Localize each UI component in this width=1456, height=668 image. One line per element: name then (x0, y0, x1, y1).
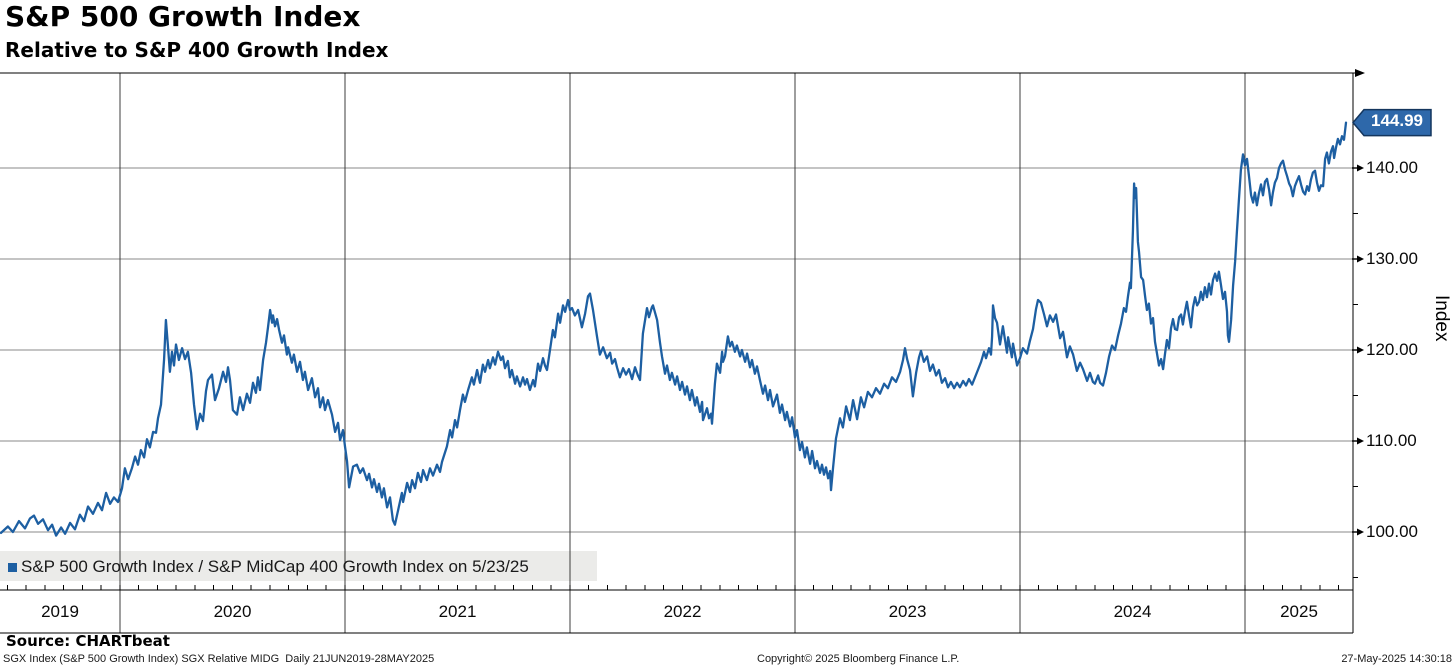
legend: S&P 500 Growth Index / S&P MidCap 400 Gr… (8, 555, 529, 579)
top-axis-arrow-icon (1355, 69, 1365, 77)
legend-marker-icon (8, 562, 17, 572)
y-tick-arrow-icon (1357, 164, 1364, 172)
y-axis-title: Index (1431, 295, 1452, 342)
page-subtitle: Relative to S&P 400 Growth Index (5, 38, 389, 62)
copyright-notice: Copyright© 2025 Bloomberg Finance L.P. (757, 653, 960, 665)
price-line (0, 121, 1348, 537)
last-price-badge-shape (1352, 108, 1432, 137)
y-tick-arrow-icon (1357, 437, 1364, 445)
legend-label: S&P 500 Growth Index / S&P MidCap 400 Gr… (21, 557, 529, 576)
y-tick-arrow-icon (1357, 255, 1364, 263)
page-title: S&P 500 Growth Index (5, 0, 361, 33)
y-tick-arrow-icon (1357, 528, 1364, 536)
legend-background (0, 551, 597, 581)
timestamp: 27-May-2025 14:30:18 (1341, 653, 1452, 665)
y-tick-arrow-icon (1357, 346, 1364, 354)
ticker-description: SGX Index (S&P 500 Growth Index) SGX Rel… (3, 653, 435, 665)
last-price-badge: 144.99 (1371, 111, 1423, 130)
source-credit: Source: CHARTbeat (6, 632, 170, 650)
